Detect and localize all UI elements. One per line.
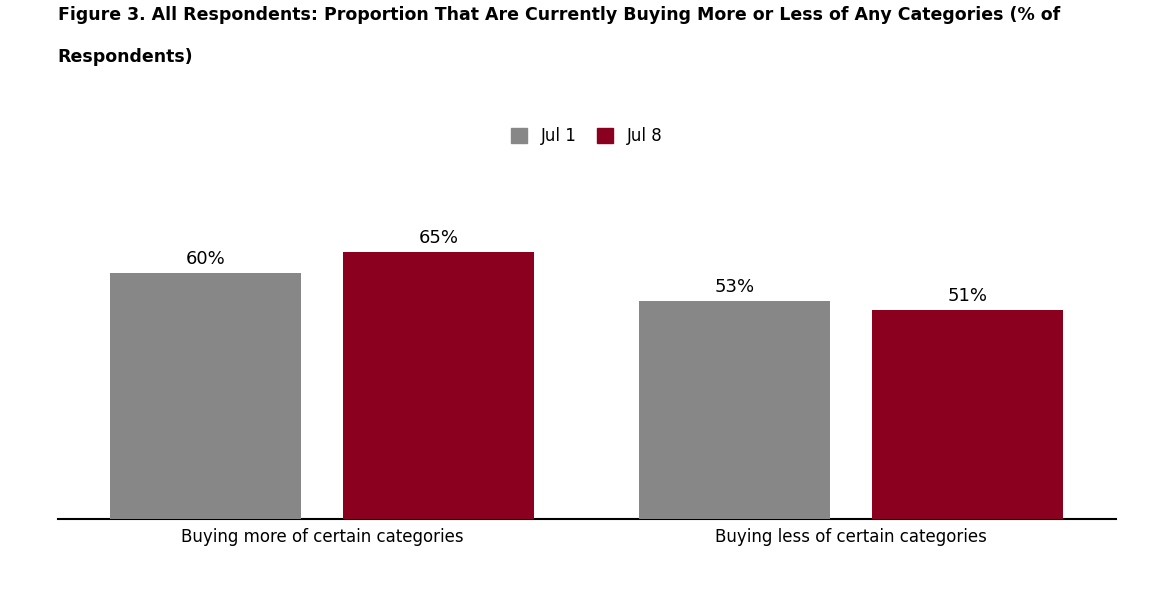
Bar — [872, 309, 1063, 519]
Text: 65%: 65% — [419, 229, 459, 247]
Text: 60%: 60% — [186, 250, 225, 268]
Text: 51%: 51% — [948, 287, 988, 305]
Text: Respondents): Respondents) — [58, 48, 193, 66]
Bar — [343, 252, 534, 519]
Text: Figure 3. All Respondents: Proportion That Are Currently Buying More or Less of : Figure 3. All Respondents: Proportion Th… — [58, 6, 1060, 24]
Bar — [110, 272, 301, 519]
Legend: Jul 1, Jul 8: Jul 1, Jul 8 — [511, 127, 662, 145]
Text: 53%: 53% — [714, 278, 754, 296]
Bar — [639, 302, 830, 519]
